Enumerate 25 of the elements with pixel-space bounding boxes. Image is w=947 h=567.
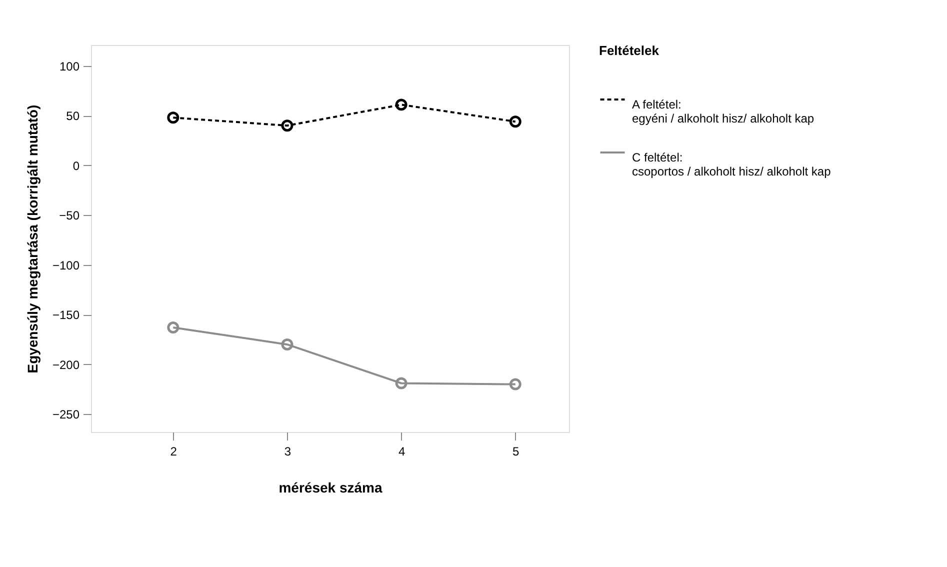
point — [509, 116, 522, 128]
y-tick-label: 100 — [59, 59, 80, 74]
x-axis-title: mérések száma — [278, 480, 382, 496]
x-tick-label: 4 — [398, 444, 406, 458]
point — [281, 120, 294, 132]
y-tick-label: −250 — [52, 408, 80, 422]
x-tick-label: 2 — [170, 444, 178, 458]
point — [167, 112, 180, 124]
legend-title: Feltételek — [599, 43, 660, 58]
point — [395, 98, 408, 111]
y-tick-label: 0 — [72, 158, 80, 173]
x-tick-label: 5 — [512, 444, 520, 458]
legend-label: C feltétel: csoportos / alkoholt hisz/ alkoholt kap — [632, 150, 832, 178]
y-tick-label: −100 — [52, 258, 80, 272]
point — [167, 322, 180, 334]
y-tick-label: −50 — [59, 208, 80, 223]
x-tick-label: 3 — [284, 444, 292, 458]
point — [509, 378, 522, 390]
y-tick-label: −200 — [52, 358, 80, 372]
point — [281, 338, 294, 350]
y-tick-label: −150 — [52, 308, 80, 322]
y-tick-label: 50 — [66, 109, 80, 124]
legend-label: A feltétel: egyéni / alkoholt hisz/ alkoholt kap — [632, 98, 814, 126]
point — [395, 377, 408, 390]
y-axis-title: Egyensúly megtartása (korrigált mutató) — [24, 104, 40, 374]
